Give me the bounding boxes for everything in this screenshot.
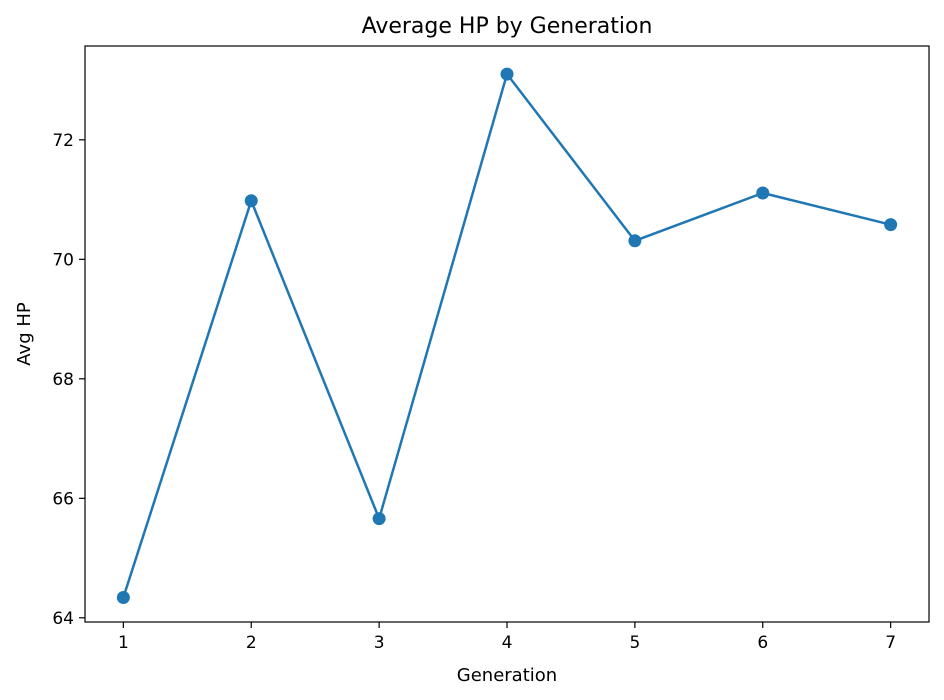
data-point xyxy=(116,591,130,605)
x-tick-label: 4 xyxy=(502,633,513,653)
x-axis: 1 2 3 4 5 6 7 xyxy=(118,622,896,653)
data-point xyxy=(244,194,258,208)
y-tick-label: 68 xyxy=(52,370,74,390)
plot-area xyxy=(85,46,929,622)
series-markers xyxy=(116,67,898,605)
data-point xyxy=(756,186,770,200)
data-point xyxy=(500,67,514,81)
data-point xyxy=(372,512,386,526)
data-point xyxy=(628,234,642,248)
x-tick-label: 7 xyxy=(885,633,896,653)
x-tick-label: 3 xyxy=(374,633,385,653)
y-axis: 64 66 68 70 72 xyxy=(52,131,85,629)
x-tick-label: 2 xyxy=(246,633,257,653)
y-tick-label: 64 xyxy=(52,609,74,629)
x-tick-label: 6 xyxy=(757,633,768,653)
y-tick-label: 66 xyxy=(52,489,74,509)
y-tick-label: 72 xyxy=(52,131,74,151)
plot-frame xyxy=(84,45,930,623)
chart-title: Average HP by Generation xyxy=(362,14,653,39)
y-tick-label: 70 xyxy=(52,250,74,270)
x-tick-label: 1 xyxy=(118,633,129,653)
x-tick-label: 5 xyxy=(629,633,640,653)
y-axis-label: Avg HP xyxy=(14,302,35,366)
data-point xyxy=(884,218,898,232)
x-axis-label: Generation xyxy=(457,665,557,686)
